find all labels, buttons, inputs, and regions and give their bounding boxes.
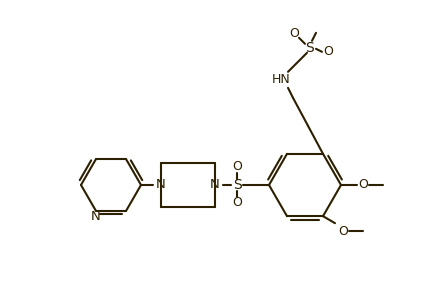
Text: N: N <box>156 179 166 192</box>
Text: O: O <box>232 197 242 210</box>
Text: N: N <box>91 210 101 223</box>
Text: O: O <box>358 179 368 192</box>
Text: N: N <box>210 179 220 192</box>
Text: O: O <box>323 45 333 58</box>
Text: S: S <box>233 178 242 192</box>
Text: O: O <box>232 160 242 173</box>
Text: O: O <box>289 27 299 40</box>
Text: HN: HN <box>272 73 291 86</box>
Text: S: S <box>305 41 314 55</box>
Text: O: O <box>338 225 348 238</box>
